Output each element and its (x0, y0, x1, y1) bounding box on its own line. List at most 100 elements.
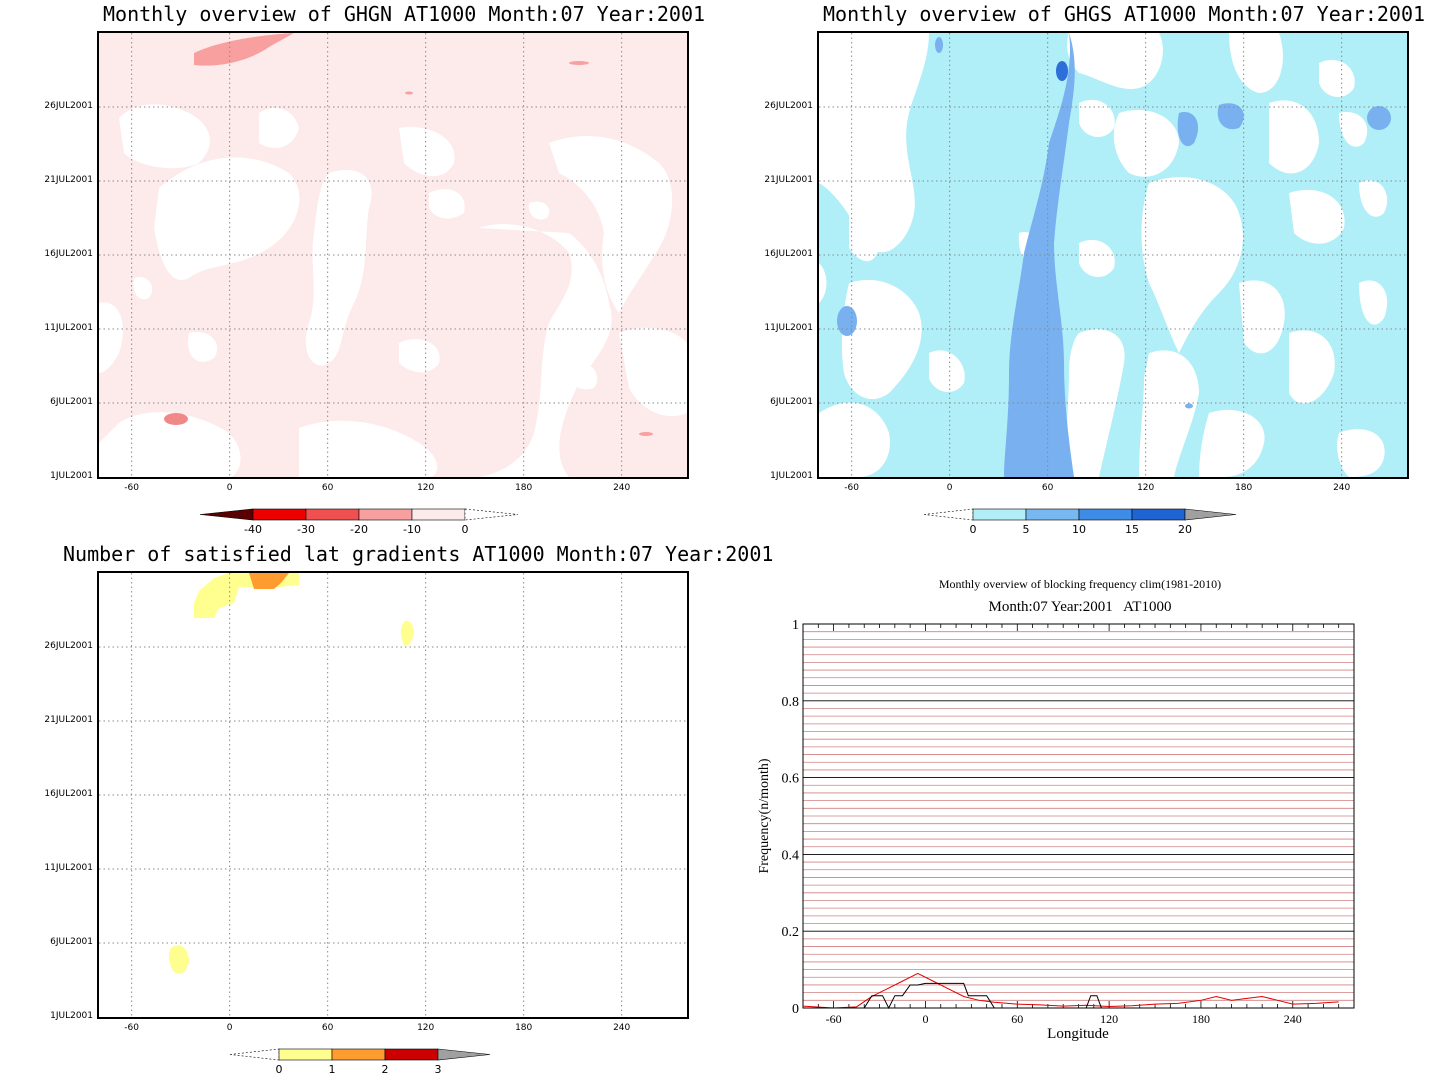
y-axis-label: Frequency(n/month) (757, 758, 772, 874)
y-tick-label: 26JUL2001 (764, 101, 813, 111)
colorbar-label: 0 (969, 523, 977, 536)
x-tick-label: 180 (1192, 1012, 1210, 1026)
chart-title-ghgs: Monthly overview of GHGS AT1000 Month:07… (823, 2, 1426, 26)
colorbar-label: 10 (1072, 523, 1086, 536)
y-tick-label: 16JUL2001 (44, 789, 93, 799)
x-tick-label: 0 (946, 483, 953, 493)
colorbar-over-triangle (437, 1048, 491, 1061)
colorbar-under-triangle (200, 508, 254, 521)
y-tick-label: 21JUL2001 (44, 715, 93, 725)
chart-title-blocking: Monthly overview of blocking frequency c… (938, 577, 1222, 591)
y-tick-label: 21JUL2001 (764, 175, 813, 185)
colorbar-lat-gradients (230, 1046, 500, 1064)
colorbar-segment-1 (252, 508, 307, 521)
y-tick-label: 6JUL2001 (50, 937, 93, 947)
clear-regions (99, 104, 687, 477)
colorbar-under-triangle (230, 1048, 280, 1061)
y-tick-label: 11JUL2001 (44, 323, 93, 333)
y-tick-label: 1JUL2001 (50, 471, 93, 481)
y-tick-label: 11JUL2001 (764, 323, 813, 333)
plot-area-ghgn (97, 31, 689, 479)
y-tick-label: 0.8 (782, 695, 800, 710)
y-tick-label: 1 (792, 618, 799, 633)
blocking-frequency-line (803, 982, 1339, 1010)
colorbar-label: 0 (275, 1063, 283, 1076)
x-tick-label: 60 (321, 1023, 334, 1033)
y-tick-label: 1JUL2001 (50, 1011, 93, 1021)
colorbar-label: -40 (244, 523, 262, 536)
y-tick-label: 16JUL2001 (44, 249, 93, 259)
x-tick-label: 240 (613, 483, 631, 493)
x-tick-label: 240 (613, 1023, 631, 1033)
x-axis-label: Longitude (1047, 1026, 1109, 1042)
heatmap-ghgs (819, 33, 1407, 477)
x-tick-label: 180 (515, 1023, 533, 1033)
x-tick-label: -60 (124, 1023, 139, 1033)
colorbar-label: -30 (297, 523, 315, 536)
x-tick-label: 0 (922, 1012, 928, 1026)
dark-region (1056, 61, 1068, 81)
y-tick-label: 1JUL2001 (770, 471, 813, 481)
y-tick-label: 26JUL2001 (44, 101, 93, 111)
colorbar-ghgs (924, 506, 1244, 524)
colorbar-segment-2 (1025, 508, 1080, 521)
line-chart-blocking: -60 0 60 120 180 240 0 0.2 0.4 0.6 0.8 1 (782, 618, 1355, 1026)
x-tick-label: 120 (417, 1023, 435, 1033)
x-tick-label: 120 (417, 483, 435, 493)
colorbar-segment-1 (278, 1048, 333, 1061)
x-tick-label: 60 (321, 483, 334, 493)
chart-title-ghgn: Monthly overview of GHGN AT1000 Month:07… (103, 2, 706, 26)
y-tick-label: 0 (792, 1002, 799, 1017)
colorbar-label: 2 (381, 1063, 389, 1076)
x-tick-label: -60 (124, 483, 139, 493)
satisfied-regions (168, 573, 414, 974)
heatmap-lat-gradients (99, 573, 687, 1017)
y-tick-label: 11JUL2001 (44, 863, 93, 873)
colorbar-segment-4 (411, 508, 466, 521)
colorbar-segment-3 (1078, 508, 1133, 521)
colorbar-label: 1 (328, 1063, 336, 1076)
climatology-line (802, 972, 1339, 1009)
y-tick-label: 26JUL2001 (44, 641, 93, 651)
x-tick-label: 60 (1011, 1012, 1023, 1026)
plot-area-ghgs (817, 31, 1409, 479)
colorbar-over-triangle (1184, 508, 1237, 521)
colorbar-label: 5 (1022, 523, 1030, 536)
x-tick-label: 240 (1333, 483, 1351, 493)
grid-lines (819, 33, 1407, 477)
colorbar-segment-3 (358, 508, 413, 521)
y-tick-label: 0.4 (782, 848, 800, 863)
grid-lines (99, 573, 687, 1017)
clear-regions (819, 33, 1388, 477)
colorbar-label: 15 (1125, 523, 1139, 536)
y-tick-label: 6JUL2001 (770, 397, 813, 407)
x-tick-label: 0 (226, 1023, 233, 1033)
y-tick-label: 16JUL2001 (764, 249, 813, 259)
x-tick-label: 60 (1041, 483, 1054, 493)
colorbar-label: 0 (461, 523, 469, 536)
colorbar-label: 3 (434, 1063, 442, 1076)
colorbar-label: 20 (1178, 523, 1192, 536)
y-tick-label: 0.6 (782, 772, 800, 787)
chart-title-lat-gradients: Number of satisfied lat gradients AT1000… (63, 542, 774, 566)
x-tick-label: -60 (844, 483, 859, 493)
x-tick-label: 180 (1235, 483, 1253, 493)
x-tick-label: 240 (1284, 1012, 1302, 1026)
colorbar-segment-2 (331, 1048, 386, 1061)
y-tick-label: 21JUL2001 (44, 175, 93, 185)
strong-anomaly-regions (164, 33, 653, 436)
colorbar-over-triangle (464, 508, 519, 521)
colorbar-segment-2 (305, 508, 360, 521)
colorbar-segment-4 (1131, 508, 1186, 521)
x-tick-label: 180 (515, 483, 533, 493)
x-tick-label: -60 (826, 1012, 842, 1026)
x-tick-label: 120 (1100, 1012, 1118, 1026)
heatmap-ghgn (99, 33, 687, 477)
chart-subtitle-blocking: Month:07 Year:2001 AT1000 (988, 599, 1172, 615)
colorbar-under-triangle (924, 508, 974, 521)
colorbar-segment-1 (972, 508, 1027, 521)
y-tick-label: 0.2 (782, 925, 800, 940)
grid-lines (99, 33, 687, 477)
x-tick-label: 120 (1137, 483, 1155, 493)
colorbar-label: -20 (350, 523, 368, 536)
